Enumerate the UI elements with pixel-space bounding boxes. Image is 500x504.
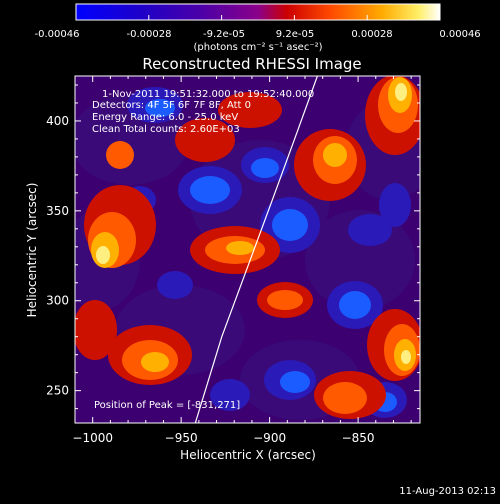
x-tick-label: −900: [253, 431, 286, 445]
emission-blob: [379, 183, 411, 227]
colorbar-tick-label: -0.00028: [127, 29, 172, 40]
colorbar-tick-label: 0.00046: [439, 29, 480, 40]
emission-blob: [106, 141, 134, 169]
y-tick-label: 350: [46, 204, 69, 218]
solar-limb-curve: [194, 76, 318, 423]
emission-blob: [218, 92, 282, 128]
footer-date: 11-Aug-2013 02:13: [399, 486, 496, 497]
info-line-detectors: Detectors: 4F 5F 6F 7F 8F, Att 0: [92, 100, 251, 111]
heatmap-image: [75, 76, 420, 420]
emission-blob: [75, 300, 117, 360]
emission-blob: [226, 241, 254, 255]
y-axis-label: Heliocentric Y (arcsec): [25, 183, 39, 318]
info-line-time: 1-Nov-2011 19:51:32.000 to 19:52:40.000: [102, 89, 314, 100]
peak-position-label: Position of Peak = [-831,271]: [94, 400, 240, 411]
info-line-counts: Clean Total counts: 2.60E+03: [92, 124, 240, 135]
x-axis-label: Heliocentric X (arcsec): [180, 448, 316, 462]
emission-blob: [210, 379, 250, 411]
x-tick-label: −1000: [72, 431, 113, 445]
emission-blob: [323, 143, 347, 167]
info-line-energy: Energy Range: 6.0 - 25.0 keV: [92, 112, 238, 123]
y-tick-label: 300: [46, 294, 69, 308]
emission-blob: [190, 176, 230, 204]
colorbar-unit-label: (photons cm⁻² s⁻¹ asec⁻²): [193, 42, 322, 53]
colorbar: [75, 3, 441, 21]
emission-blob: [175, 118, 235, 162]
chart-title: Reconstructed RHESSI Image: [142, 55, 361, 73]
emission-blob: [96, 246, 110, 264]
colorbar-tick-label: 0.00028: [351, 29, 392, 40]
emission-blob: [272, 209, 308, 241]
emission-blob: [323, 382, 367, 414]
x-tick-label: −950: [165, 431, 198, 445]
y-tick-label: 250: [46, 384, 69, 398]
plot-frame: [74, 75, 421, 424]
y-tick-label: 400: [46, 114, 69, 128]
x-tick-label: −850: [342, 431, 375, 445]
emission-blob: [395, 83, 407, 101]
emission-blob: [141, 352, 169, 372]
emission-blob: [339, 291, 371, 319]
emission-blob: [280, 371, 310, 393]
emission-blob: [348, 214, 392, 246]
emission-blob: [267, 290, 303, 310]
emission-blob: [251, 158, 279, 178]
colorbar-ticks: [75, 15, 441, 20]
colorbar-tick-label: -0.00046: [35, 29, 80, 40]
emission-blob: [145, 99, 175, 117]
colorbar-tick-label: -9.2e-05: [203, 29, 245, 40]
axes: −1000 −950 −900 −850 250 300 350 400: [46, 76, 420, 445]
emission-blob: [157, 271, 193, 299]
emission-blob: [401, 350, 411, 364]
colorbar-tick-label: 9.2e-05: [276, 29, 314, 40]
